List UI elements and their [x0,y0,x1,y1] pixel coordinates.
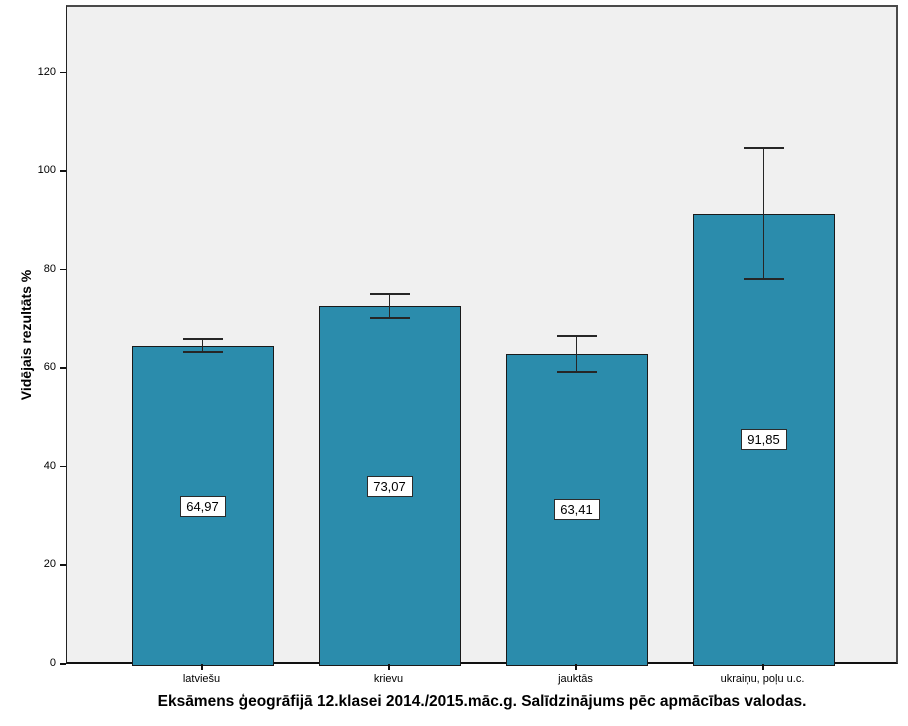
bar-value-label: 63,41 [553,499,600,521]
error-bar-line [762,147,765,279]
x-tick-label: jauktās [558,673,593,685]
x-tick-mark [388,664,390,670]
y-tick-mark [60,465,66,468]
error-bar-line [201,338,204,352]
error-bar-cap-top [182,337,223,340]
bar-value-label: 73,07 [366,475,413,497]
x-tick-mark [762,664,764,670]
y-tick-label: 20 [43,558,56,571]
y-tick-label: 60 [43,361,56,374]
error-bar-line [388,294,391,318]
error-bar-cap-bottom [743,277,784,280]
y-tick-mark [60,564,66,566]
x-tick-label: ukraiņu, poļu u.c. [720,673,805,685]
bar-value-label: 64,97 [179,495,226,517]
x-tick-mark [201,664,203,670]
bar [505,353,648,666]
error-bar-cap-bottom [369,316,410,319]
plot-area: 64,97 73,07 63,41 91,85 [66,5,898,666]
y-tick-mark [60,367,66,369]
bar-value-label: 91,85 [740,429,787,451]
error-bar-cap-bottom [182,350,223,353]
y-tick-label: 0 [49,657,56,669]
error-bar-cap-top [369,293,410,296]
y-tick-label: 80 [43,262,56,275]
y-tick-mark [60,663,66,665]
x-tick-mark [575,664,577,670]
y-tick-mark [60,268,66,271]
y-tick-label: 120 [37,65,56,78]
y-tick-label: 100 [37,164,56,177]
y-axis-title: Vidējais rezultāts % [18,269,34,400]
error-bar-cap-top [556,335,597,337]
error-bar-cap-top [743,146,784,149]
error-bar-line [575,336,578,372]
x-tick-label: latviešu [182,673,221,685]
y-tick-label: 40 [43,459,56,472]
y-tick-mark [60,170,66,172]
y-tick-mark [60,71,66,74]
x-tick-label: krievu [373,673,404,685]
error-bar-cap-bottom [556,370,597,373]
chart-title: Eksāmens ģeogrāfijā 12.klasei 2014./2015… [157,693,807,710]
